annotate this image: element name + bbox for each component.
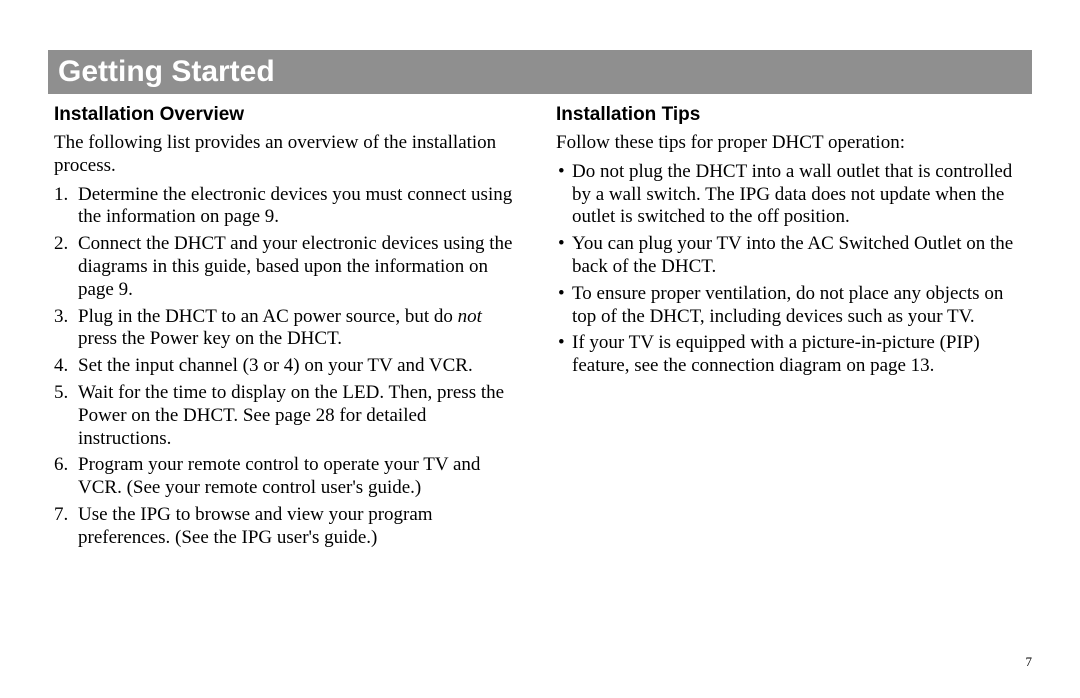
step-3-italic: not <box>458 306 482 327</box>
tip-1: Do not plug the DHCT into a wall outlet … <box>556 161 1024 229</box>
left-column: Installation Overview The following list… <box>48 104 540 554</box>
tip-2: You can plug your TV into the AC Switche… <box>556 233 1024 279</box>
step-3-part2: press the Power key on the DHCT. <box>78 328 342 349</box>
section-heading-overview: Installation Overview <box>54 104 518 126</box>
step-3: Plug in the DHCT to an AC power source, … <box>54 306 518 352</box>
tip-3: To ensure proper ventilation, do not pla… <box>556 283 1024 329</box>
right-column: Installation Tips Follow these tips for … <box>540 104 1032 554</box>
section-heading-tips: Installation Tips <box>556 104 1024 126</box>
chapter-title: Getting Started <box>58 55 275 89</box>
step-7: Use the IPG to browse and view your prog… <box>54 504 518 550</box>
step-5: Wait for the time to display on the LED.… <box>54 382 518 450</box>
step-3-part1: Plug in the DHCT to an AC power source, … <box>78 306 458 327</box>
overview-intro: The following list provides an overview … <box>54 132 518 178</box>
step-4: Set the input channel (3 or 4) on your T… <box>54 355 518 378</box>
tip-4: If your TV is equipped with a picture-in… <box>556 332 1024 378</box>
chapter-title-bar: Getting Started <box>48 50 1032 94</box>
page-number: 7 <box>1026 654 1033 670</box>
document-page: Getting Started Installation Overview Th… <box>0 0 1080 698</box>
step-2: Connect the DHCT and your electronic dev… <box>54 233 518 301</box>
step-1: Determine the electronic devices you mus… <box>54 184 518 230</box>
installation-tips-list: Do not plug the DHCT into a wall outlet … <box>556 161 1024 378</box>
two-column-layout: Installation Overview The following list… <box>48 104 1032 554</box>
installation-steps: Determine the electronic devices you mus… <box>54 184 518 550</box>
tips-intro: Follow these tips for proper DHCT operat… <box>556 132 1024 155</box>
step-6: Program your remote control to operate y… <box>54 454 518 500</box>
